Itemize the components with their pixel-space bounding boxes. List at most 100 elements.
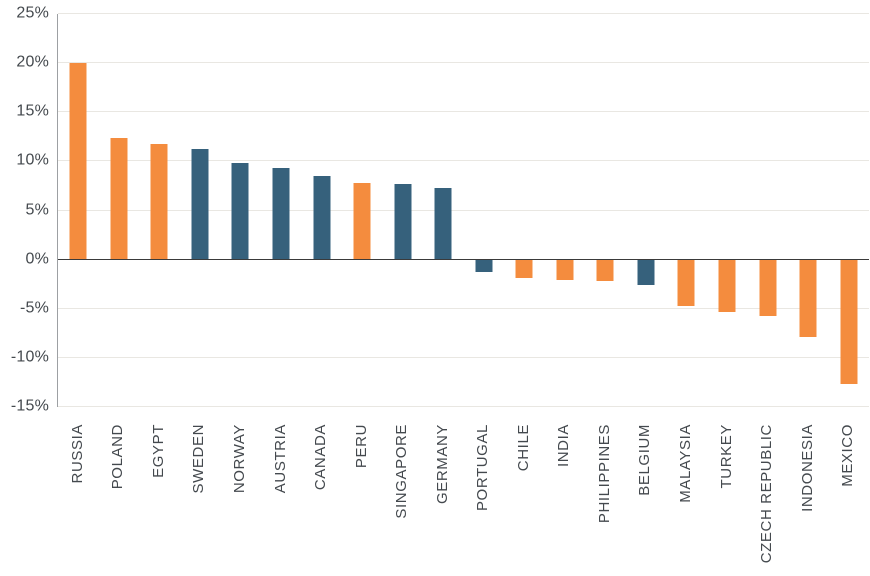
x-axis-category-cell: NORWAY	[219, 424, 260, 574]
gridline	[58, 209, 869, 211]
bar-cell	[382, 14, 423, 407]
x-axis-category-label: GERMANY	[433, 424, 451, 505]
x-axis-category-cell: TURKEY	[706, 424, 747, 574]
bar-germany	[434, 187, 452, 260]
y-axis-tick-label: 20%	[16, 53, 49, 71]
x-axis-category-label: CHILE	[514, 424, 532, 472]
x-axis-category-cell: INDONESIA	[787, 424, 828, 574]
x-axis-category-cell: RUSSIA	[57, 424, 98, 574]
bars-layer	[58, 14, 869, 407]
bar-cell	[545, 14, 586, 407]
y-axis-tick-label: -5%	[19, 299, 49, 317]
bar-canada	[313, 176, 331, 260]
x-axis-category-cell: MALAYSIA	[665, 424, 706, 574]
bar-cell	[504, 14, 545, 407]
gridline	[58, 356, 869, 358]
bar-portugal	[475, 259, 493, 273]
bar-cell	[707, 14, 748, 407]
y-axis-tick-label: 25%	[16, 4, 49, 22]
bar-mexico	[840, 259, 858, 385]
bar-cell	[99, 14, 140, 407]
x-axis-category-label: INDIA	[555, 424, 573, 468]
gridline	[58, 160, 869, 162]
x-axis-category-cell: MEXICO	[827, 424, 868, 574]
x-axis-category-cell: INDIA	[544, 424, 585, 574]
bar-cell	[58, 14, 99, 407]
bar-cell	[626, 14, 667, 407]
bar-peru	[353, 182, 371, 260]
bar-austria	[272, 168, 290, 260]
x-axis-category-cell: PERU	[341, 424, 382, 574]
x-axis-category-cell: CANADA	[300, 424, 341, 574]
x-axis-category-label: RUSSIA	[68, 424, 86, 484]
bar-indonesia	[799, 259, 817, 338]
y-axis-tick-label: 0%	[25, 250, 49, 268]
x-axis-category-cell: EGYPT	[138, 424, 179, 574]
x-axis-category-label: PERU	[352, 424, 370, 469]
x-axis-category-label: NORWAY	[230, 424, 248, 494]
bar-malaysia	[677, 259, 695, 306]
bar-cell	[747, 14, 788, 407]
x-axis-category-cell: CZECH REPUBLIC	[746, 424, 787, 574]
bar-egypt	[150, 143, 168, 260]
x-axis-category-label: PHILIPPINES	[595, 424, 613, 524]
bar-philippines	[596, 259, 614, 282]
x-axis-category-cell: AUSTRIA	[260, 424, 301, 574]
x-axis-category-label: EGYPT	[149, 424, 167, 478]
bar-belgium	[637, 259, 655, 286]
x-axis-category-cell: SINGAPORE	[381, 424, 422, 574]
bar-cell	[261, 14, 302, 407]
bar-russia	[69, 63, 87, 260]
gridline	[58, 111, 869, 113]
bar-cell	[220, 14, 261, 407]
gridline	[58, 307, 869, 309]
bar-cell	[788, 14, 829, 407]
y-axis-tick-label: 10%	[16, 152, 49, 170]
x-axis-category-label: CANADA	[312, 424, 330, 491]
x-axis-category-label: SINGAPORE	[393, 424, 411, 519]
x-axis-category-label: PORTUGAL	[474, 424, 492, 512]
x-axis-category-cell: PHILIPPINES	[584, 424, 625, 574]
gridline	[58, 62, 869, 64]
zero-baseline	[58, 258, 869, 260]
bar-cell	[342, 14, 383, 407]
bar-poland	[110, 137, 128, 260]
y-axis-tick-label: 5%	[25, 201, 49, 219]
bar-cell	[585, 14, 626, 407]
bar-singapore	[394, 183, 412, 260]
x-axis-category-label: INDONESIA	[798, 424, 816, 512]
x-axis-category-label: SWEDEN	[190, 424, 208, 494]
bar-sweden	[191, 148, 209, 260]
bar-cell	[301, 14, 342, 407]
bar-czech-republic	[759, 259, 777, 316]
plot-area	[57, 13, 869, 407]
bar-cell	[139, 14, 180, 407]
gridline	[58, 406, 869, 407]
x-axis-category-label: BELGIUM	[636, 424, 654, 496]
gridline	[58, 13, 869, 14]
x-axis-category-cell: GERMANY	[422, 424, 463, 574]
x-axis-category-label: AUSTRIA	[271, 424, 289, 494]
y-axis-tick-label: -10%	[10, 348, 49, 366]
bar-cell	[828, 14, 869, 407]
y-axis-tick-label: -15%	[10, 397, 49, 415]
bar-cell	[463, 14, 504, 407]
x-axis-category-label: POLAND	[109, 424, 127, 490]
y-axis: 25% 20% 15% 10% 5% 0% -5% -10% -15%	[0, 5, 49, 415]
bar-cell	[666, 14, 707, 407]
bar-chile	[515, 259, 533, 279]
bar-cell	[423, 14, 464, 407]
bar-cell	[180, 14, 221, 407]
bar-turkey	[718, 259, 736, 312]
x-axis-category-label: CZECH REPUBLIC	[758, 424, 776, 564]
x-axis-category-label: TURKEY	[717, 424, 735, 489]
x-axis-category-cell: CHILE	[503, 424, 544, 574]
y-axis-tick-label: 15%	[16, 102, 49, 120]
x-axis-category-cell: PORTUGAL	[462, 424, 503, 574]
x-axis-category-label: MEXICO	[839, 424, 857, 487]
bar-india	[556, 259, 574, 281]
x-axis-category-cell: POLAND	[98, 424, 139, 574]
x-axis-category-cell: BELGIUM	[625, 424, 666, 574]
x-axis-category-label: MALAYSIA	[676, 424, 694, 503]
